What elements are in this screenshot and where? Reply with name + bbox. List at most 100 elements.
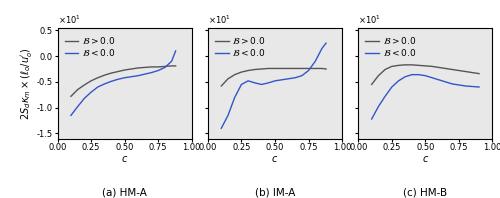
Text: $\times10^{1}$: $\times10^{1}$ bbox=[58, 13, 80, 26]
$\mathcal{B} > 0.0$ bbox=[470, 71, 476, 74]
Text: $\times10^{1}$: $\times10^{1}$ bbox=[208, 13, 231, 26]
Text: (c) HM-B: (c) HM-B bbox=[404, 187, 448, 197]
$\mathcal{B} < 0.0$ bbox=[449, 83, 455, 85]
$\mathcal{B} > 0.0$ bbox=[278, 67, 284, 70]
$\mathcal{B} < 0.0$ bbox=[245, 80, 251, 82]
$\mathcal{B} < 0.0$ bbox=[470, 85, 476, 88]
$\mathcal{B} > 0.0$ bbox=[292, 67, 298, 70]
$\mathcal{B} > 0.0$ bbox=[95, 77, 101, 79]
$\mathcal{B} > 0.0$ bbox=[232, 73, 237, 76]
$\mathcal{B} < 0.0$ bbox=[115, 78, 121, 80]
$\mathcal{B} < 0.0$ bbox=[368, 118, 374, 120]
$\mathcal{B} < 0.0$ bbox=[68, 114, 74, 117]
$\mathcal{B} > 0.0$ bbox=[108, 72, 114, 74]
$\mathcal{B} > 0.0$ bbox=[429, 65, 435, 68]
Text: (b) IM-A: (b) IM-A bbox=[255, 187, 295, 197]
Line: $\mathcal{B} < 0.0$: $\mathcal{B} < 0.0$ bbox=[71, 51, 176, 115]
$\mathcal{B} > 0.0$ bbox=[382, 68, 388, 71]
$\mathcal{B} > 0.0$ bbox=[389, 65, 395, 68]
$\mathcal{B} > 0.0$ bbox=[258, 68, 264, 70]
$\mathcal{B} < 0.0$ bbox=[376, 106, 382, 108]
$\mathcal{B} < 0.0$ bbox=[258, 83, 264, 86]
$\mathcal{B} < 0.0$ bbox=[102, 83, 107, 85]
$\mathcal{B} < 0.0$ bbox=[155, 69, 161, 72]
$\mathcal{B} > 0.0$ bbox=[88, 80, 94, 82]
Line: $\mathcal{B} > 0.0$: $\mathcal{B} > 0.0$ bbox=[222, 69, 326, 86]
$\mathcal{B} > 0.0$ bbox=[162, 65, 168, 68]
$\mathcal{B} > 0.0$ bbox=[238, 71, 244, 73]
$\mathcal{B} > 0.0$ bbox=[128, 68, 134, 70]
$\mathcal{B} > 0.0$ bbox=[142, 66, 148, 69]
$\mathcal{B} > 0.0$ bbox=[422, 65, 428, 67]
$\mathcal{B} > 0.0$ bbox=[456, 69, 462, 72]
X-axis label: $c$: $c$ bbox=[121, 154, 128, 164]
$\mathcal{B} < 0.0$ bbox=[462, 85, 468, 87]
$\mathcal{B} > 0.0$ bbox=[402, 64, 408, 66]
$\mathcal{B} > 0.0$ bbox=[286, 67, 292, 70]
Text: $\times10^{1}$: $\times10^{1}$ bbox=[358, 13, 381, 26]
$\mathcal{B} < 0.0$ bbox=[135, 74, 141, 77]
$\mathcal{B} > 0.0$ bbox=[368, 83, 374, 86]
$\mathcal{B} > 0.0$ bbox=[442, 67, 448, 70]
$\mathcal{B} > 0.0$ bbox=[306, 67, 312, 70]
$\mathcal{B} < 0.0$ bbox=[319, 47, 325, 50]
Legend: $\mathcal{B} > 0.0$, $\mathcal{B} < 0.0$: $\mathcal{B} > 0.0$, $\mathcal{B} < 0.0$ bbox=[62, 32, 118, 61]
$\mathcal{B} > 0.0$ bbox=[74, 89, 80, 91]
$\mathcal{B} < 0.0$ bbox=[172, 50, 178, 52]
$\mathcal{B} < 0.0$ bbox=[122, 77, 128, 79]
$\mathcal{B} > 0.0$ bbox=[319, 67, 325, 70]
Line: $\mathcal{B} < 0.0$: $\mathcal{B} < 0.0$ bbox=[372, 75, 479, 119]
$\mathcal{B} < 0.0$ bbox=[436, 79, 442, 81]
$\mathcal{B} > 0.0$ bbox=[102, 74, 107, 76]
$\mathcal{B} > 0.0$ bbox=[312, 67, 318, 70]
$\mathcal{B} > 0.0$ bbox=[396, 64, 402, 67]
$\mathcal{B} < 0.0$ bbox=[312, 60, 318, 62]
$\mathcal{B} > 0.0$ bbox=[449, 68, 455, 71]
$\mathcal{B} < 0.0$ bbox=[299, 74, 305, 77]
$\mathcal{B} > 0.0$ bbox=[68, 95, 74, 97]
$\mathcal{B} < 0.0$ bbox=[95, 86, 101, 88]
$\mathcal{B} > 0.0$ bbox=[323, 68, 329, 70]
Y-axis label: $2S_d\kappa_m \times (\ell_o/u_o^\prime)$: $2S_d\kappa_m \times (\ell_o/u_o^\prime)… bbox=[18, 47, 34, 120]
$\mathcal{B} > 0.0$ bbox=[218, 85, 224, 87]
$\mathcal{B} > 0.0$ bbox=[272, 67, 278, 70]
$\mathcal{B} > 0.0$ bbox=[168, 65, 174, 67]
$\mathcal{B} < 0.0$ bbox=[168, 60, 174, 62]
$\mathcal{B} < 0.0$ bbox=[238, 83, 244, 86]
$\mathcal{B} > 0.0$ bbox=[436, 66, 442, 69]
$\mathcal{B} < 0.0$ bbox=[142, 73, 148, 75]
Text: (a) HM-A: (a) HM-A bbox=[102, 187, 147, 197]
$\mathcal{B} < 0.0$ bbox=[74, 106, 80, 108]
$\mathcal{B} > 0.0$ bbox=[115, 70, 121, 73]
$\mathcal{B} > 0.0$ bbox=[299, 67, 305, 70]
$\mathcal{B} > 0.0$ bbox=[245, 69, 251, 72]
$\mathcal{B} > 0.0$ bbox=[266, 67, 272, 70]
$\mathcal{B} < 0.0$ bbox=[252, 82, 258, 84]
$\mathcal{B} < 0.0$ bbox=[286, 78, 292, 80]
$\mathcal{B} > 0.0$ bbox=[409, 64, 415, 66]
$\mathcal{B} < 0.0$ bbox=[456, 84, 462, 86]
$\mathcal{B} < 0.0$ bbox=[442, 81, 448, 83]
$\mathcal{B} < 0.0$ bbox=[476, 86, 482, 88]
X-axis label: $c$: $c$ bbox=[272, 154, 278, 164]
$\mathcal{B} < 0.0$ bbox=[402, 75, 408, 78]
Legend: $\mathcal{B} > 0.0$, $\mathcal{B} < 0.0$: $\mathcal{B} > 0.0$, $\mathcal{B} < 0.0$ bbox=[363, 32, 418, 61]
$\mathcal{B} > 0.0$ bbox=[172, 65, 178, 67]
$\mathcal{B} > 0.0$ bbox=[148, 66, 154, 68]
$\mathcal{B} > 0.0$ bbox=[155, 66, 161, 68]
$\mathcal{B} < 0.0$ bbox=[82, 97, 87, 100]
$\mathcal{B} > 0.0$ bbox=[252, 68, 258, 71]
$\mathcal{B} < 0.0$ bbox=[422, 74, 428, 77]
$\mathcal{B} < 0.0$ bbox=[218, 127, 224, 129]
$\mathcal{B} > 0.0$ bbox=[376, 74, 382, 77]
$\mathcal{B} > 0.0$ bbox=[82, 84, 87, 86]
$\mathcal{B} < 0.0$ bbox=[266, 82, 272, 84]
$\mathcal{B} > 0.0$ bbox=[416, 64, 422, 67]
X-axis label: $c$: $c$ bbox=[422, 154, 429, 164]
$\mathcal{B} < 0.0$ bbox=[88, 91, 94, 93]
$\mathcal{B} < 0.0$ bbox=[409, 73, 415, 76]
$\mathcal{B} > 0.0$ bbox=[122, 69, 128, 71]
$\mathcal{B} > 0.0$ bbox=[225, 78, 231, 80]
$\mathcal{B} < 0.0$ bbox=[306, 69, 312, 72]
$\mathcal{B} < 0.0$ bbox=[382, 95, 388, 97]
